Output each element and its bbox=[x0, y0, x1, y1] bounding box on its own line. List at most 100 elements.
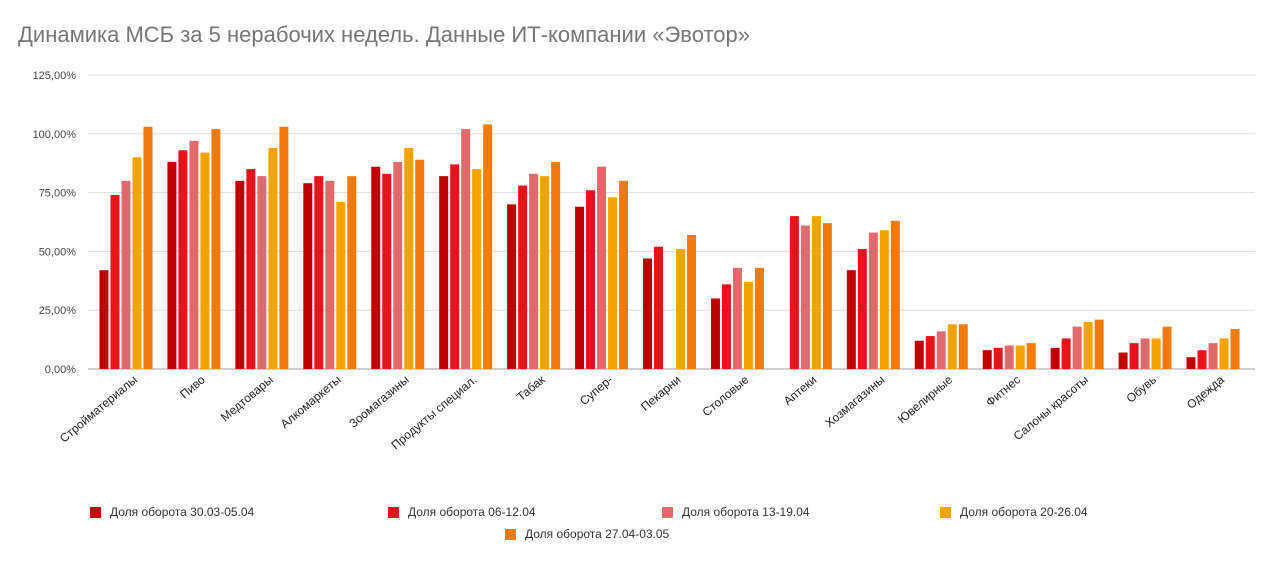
y-tick-label: 50,00% bbox=[39, 246, 77, 258]
x-tick-label: Пекарни bbox=[638, 373, 683, 414]
bar bbox=[914, 340, 924, 369]
bar bbox=[382, 173, 392, 369]
bar bbox=[279, 126, 289, 369]
bar bbox=[540, 176, 550, 369]
bar bbox=[404, 147, 414, 369]
bar bbox=[1230, 329, 1240, 369]
x-tick-label: Хозмагазины bbox=[822, 373, 887, 431]
bar bbox=[99, 270, 109, 369]
bar bbox=[461, 129, 471, 369]
bar bbox=[1162, 326, 1172, 369]
x-tick-label: Аптеки bbox=[781, 373, 819, 408]
bar bbox=[189, 140, 199, 369]
bar bbox=[687, 234, 696, 369]
bar bbox=[518, 185, 528, 369]
bar bbox=[1208, 343, 1218, 369]
bar bbox=[721, 284, 731, 369]
bar bbox=[822, 223, 832, 369]
x-tick-label: Столовые bbox=[700, 372, 752, 419]
bar bbox=[415, 159, 425, 369]
bar bbox=[879, 230, 889, 369]
bar bbox=[743, 281, 753, 369]
bar bbox=[314, 176, 324, 369]
bar bbox=[110, 194, 120, 369]
bar bbox=[1015, 345, 1025, 369]
bar bbox=[1151, 338, 1161, 369]
bar bbox=[393, 162, 403, 369]
bar bbox=[789, 216, 799, 369]
bar bbox=[178, 150, 188, 369]
bar bbox=[586, 190, 596, 369]
bar bbox=[1050, 347, 1060, 369]
bar bbox=[936, 331, 946, 369]
bar bbox=[235, 180, 245, 369]
bar bbox=[811, 216, 821, 369]
bar bbox=[257, 176, 267, 369]
bar bbox=[619, 180, 629, 369]
bar bbox=[246, 169, 256, 369]
x-tick-label: Стройматериалы bbox=[57, 373, 140, 446]
bar bbox=[1094, 319, 1104, 369]
bar bbox=[268, 147, 278, 369]
bar bbox=[439, 176, 449, 369]
bar bbox=[1026, 343, 1036, 369]
y-tick-label: 100,00% bbox=[33, 129, 77, 141]
bar bbox=[371, 166, 381, 369]
bar bbox=[575, 206, 585, 369]
bar bbox=[551, 162, 561, 369]
bar bbox=[132, 157, 142, 369]
y-tick-label: 75,00% bbox=[39, 188, 77, 200]
bar bbox=[846, 270, 856, 369]
bar bbox=[800, 225, 810, 369]
bar bbox=[947, 324, 957, 369]
bar bbox=[472, 169, 482, 369]
x-tick-label: Обувь bbox=[1124, 373, 1159, 406]
bar bbox=[754, 267, 764, 369]
bar bbox=[1061, 338, 1071, 369]
bar bbox=[643, 258, 652, 369]
bar bbox=[336, 202, 346, 369]
bar bbox=[890, 220, 900, 369]
bar bbox=[1083, 321, 1093, 369]
bar bbox=[982, 350, 992, 369]
bar bbox=[732, 267, 742, 369]
bar bbox=[303, 183, 313, 369]
bar bbox=[868, 232, 878, 369]
bar bbox=[200, 152, 210, 369]
x-tick-label: Пиво bbox=[177, 372, 208, 401]
chart-title: Динамика МСБ за 5 нерабочих недель. Данн… bbox=[18, 22, 750, 47]
bar bbox=[710, 298, 720, 369]
bar bbox=[483, 124, 493, 369]
bar bbox=[143, 126, 153, 369]
bar bbox=[1072, 326, 1082, 369]
x-tick-label: Ювелирные bbox=[895, 372, 956, 426]
y-tick-label: 125,00% bbox=[33, 70, 77, 82]
x-tick-label: Табак bbox=[514, 372, 548, 404]
x-tick-label: Одежда bbox=[1184, 372, 1227, 411]
bar bbox=[1129, 343, 1139, 369]
bar bbox=[1186, 357, 1196, 369]
bar bbox=[1140, 338, 1150, 369]
bar bbox=[1118, 352, 1128, 369]
x-tick-label: Фитнес bbox=[983, 373, 1023, 410]
x-tick-label: Алкомаркеты bbox=[278, 373, 344, 432]
bar bbox=[676, 249, 685, 369]
bar bbox=[507, 204, 517, 369]
bar bbox=[121, 180, 131, 369]
bar bbox=[211, 129, 221, 369]
x-tick-label: Зоомагазины bbox=[346, 373, 411, 431]
bar bbox=[608, 197, 618, 369]
bar bbox=[1219, 338, 1229, 369]
bar bbox=[325, 180, 335, 369]
bar bbox=[529, 173, 539, 369]
bar bbox=[1197, 350, 1207, 369]
bar bbox=[958, 324, 968, 369]
bar bbox=[654, 246, 663, 369]
bar bbox=[925, 336, 935, 369]
y-tick-label: 25,00% bbox=[39, 305, 77, 317]
x-tick-label: Медтовары bbox=[218, 373, 276, 425]
bar bbox=[450, 164, 460, 369]
y-tick-label: 0,00% bbox=[45, 364, 76, 376]
x-tick-label: Супер- bbox=[577, 373, 616, 408]
